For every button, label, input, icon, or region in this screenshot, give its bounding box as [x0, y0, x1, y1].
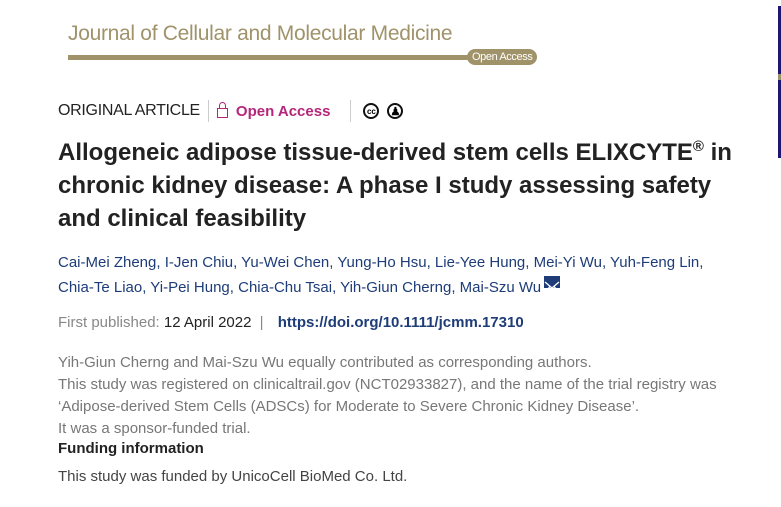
license-icons[interactable]: cc ♟ — [363, 103, 404, 119]
author-link[interactable]: Chia-Chu Tsai — [238, 279, 333, 296]
envelope-icon[interactable] — [544, 276, 561, 293]
title-rest: in chronic kidney disease: A phase I stu… — [58, 139, 732, 232]
journal-title[interactable]: Journal of Cellular and Molecular Medici… — [68, 22, 453, 45]
first-published-label: First published: — [58, 314, 160, 331]
by-person-icon[interactable]: ♟ — [387, 103, 404, 119]
cc-icon[interactable]: cc — [363, 103, 380, 119]
author-link[interactable]: Chia-Te Liao — [58, 279, 143, 296]
open-access-text: Open Access — [235, 102, 331, 120]
side-strip-marker — [778, 74, 781, 80]
separator: | — [259, 314, 264, 331]
author-link[interactable]: Lie-Yee Hung — [434, 254, 526, 271]
open-access-label[interactable]: Open Access — [216, 102, 331, 120]
note-registration: This study was registered on clinicaltra… — [58, 376, 717, 415]
author-link[interactable]: Yung-Ho Hsu — [337, 254, 427, 271]
article-title: Allogeneic adipose tissue-derived stem c… — [58, 130, 758, 235]
author-link[interactable]: I-Jen Chiu — [164, 254, 234, 271]
article-meta: ORIGINAL ARTICLE Open Access cc ♟ — [58, 100, 404, 122]
article-notes: Yih-Giun Cherng and Mai-Szu Wu equally c… — [58, 352, 778, 440]
author-list: Cai-Mei Zheng, I-Jen Chiu, Yu-Wei Chen, … — [58, 254, 704, 296]
title-main: Allogeneic adipose tissue-derived stem c… — [58, 139, 693, 166]
publication-info: First published: 12 April 2022 | https:/… — [58, 314, 524, 331]
divider — [350, 100, 352, 122]
side-scroll-strip[interactable] — [778, 6, 781, 158]
funding-text: This study was funded by UnicoCell BioMe… — [58, 468, 408, 485]
author-link[interactable]: Yuh-Feng Lin — [610, 254, 700, 271]
doi-link[interactable]: https://doi.org/10.1111/jcmm.17310 — [277, 314, 524, 331]
author-link[interactable]: Cai-Mei Zheng — [58, 254, 157, 271]
author-link[interactable]: Mei-Yi Wu — [533, 254, 602, 271]
divider — [207, 100, 209, 122]
funding-heading: Funding information — [58, 440, 204, 457]
author-link[interactable]: Yi-Pei Hung — [150, 279, 230, 296]
registered-mark: ® — [692, 138, 704, 155]
open-access-badge: Open Access — [467, 49, 538, 65]
note-corresponding: Yih-Giun Cherng and Mai-Szu Wu equally c… — [58, 354, 592, 371]
author-link[interactable]: Mai-Szu Wu — [459, 279, 542, 296]
lock-open-icon — [216, 102, 228, 118]
journal-rule — [68, 55, 468, 60]
article-type: ORIGINAL ARTICLE — [58, 102, 200, 119]
publish-date: 12 April 2022 — [163, 314, 252, 331]
author-link[interactable]: Yu-Wei Chen — [241, 254, 330, 271]
note-sponsor: It was a sponsor-funded trial. — [58, 420, 251, 437]
author-link[interactable]: Yih-Giun Cherng — [340, 279, 452, 296]
